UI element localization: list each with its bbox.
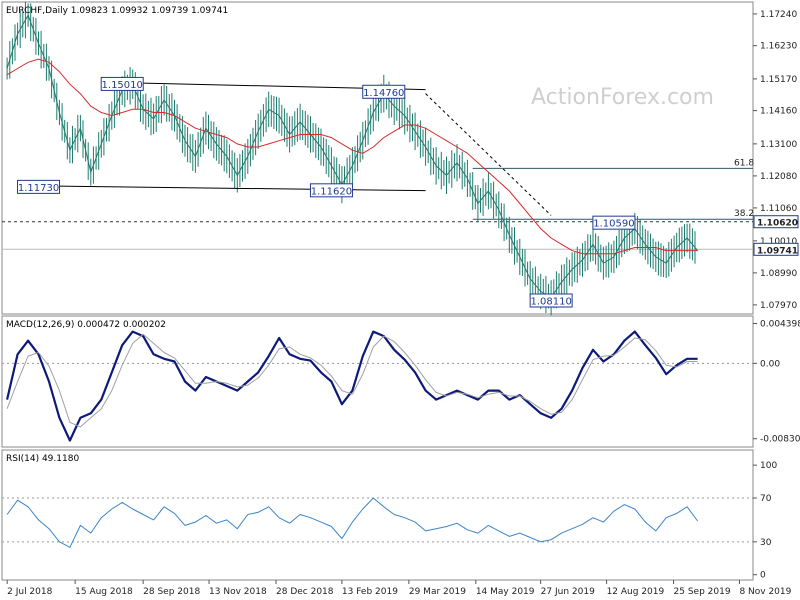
y-tick-label: 1.11060	[760, 204, 797, 214]
x-tick-label: 28 Dec 2018	[276, 587, 334, 597]
macd-panel: 0.004398 0.00 -0.008306	[2, 319, 800, 445]
current-price-box-frame	[753, 242, 799, 256]
rsi-line	[6, 497, 699, 548]
y-tick-label: 70	[760, 494, 772, 504]
annotation-box	[309, 183, 353, 198]
macd-title: MACD(12,26,9) 0.000472 0.000202	[6, 320, 166, 330]
annotation-text: 1.08110	[530, 297, 571, 308]
level-value-box-text: 1.10620	[757, 219, 798, 229]
x-tick-label: 13 Feb 2019	[342, 587, 398, 597]
macd-panel-frame	[1, 315, 754, 448]
y-tick-label: -0.008306	[760, 435, 800, 445]
macd-line	[6, 330, 698, 442]
price-annotation: 1.10590	[592, 215, 636, 230]
signal-line	[6, 333, 698, 428]
x-tick-label: 29 Mar 2019	[409, 587, 466, 597]
x-tick-label: 13 Nov 2018	[209, 587, 267, 597]
x-tick-label: 2 Jul 2018	[7, 587, 52, 597]
x-tick-label: 14 May 2019	[476, 587, 535, 597]
y-tick-label: 1.12080	[760, 172, 797, 182]
x-tick-label: 28 Sep 2018	[143, 587, 200, 597]
y-tick-label: 0.00	[760, 359, 780, 369]
x-tick-label: 25 Sep 2019	[674, 587, 731, 597]
x-axis: 2 Jul 2018 15 Aug 2018 28 Sep 2018 13 Nov 2…	[6, 580, 792, 597]
level-value-box: 1.10620	[753, 215, 799, 229]
price-panel: 61.8 38.2 1.15010 1.11730 1.14760 1.11620 1.10…	[2, 1, 799, 316]
price-annotation: 1.14760	[362, 84, 406, 99]
fib-label: 38.2	[734, 209, 754, 219]
annotation-text: 1.11730	[18, 183, 59, 194]
moving-average-line	[6, 58, 698, 255]
current-price-box-text: 1.09741	[757, 246, 798, 256]
y-tick-label: 1.16230	[760, 42, 797, 52]
x-tick-label: 15 Aug 2018	[75, 587, 133, 597]
y-tick-label: 0	[760, 571, 766, 581]
x-tick-label: 12 Aug 2019	[607, 587, 665, 597]
y-tick-label: 1.17240	[760, 10, 797, 20]
price-title: EURCHF,Daily 1.09823 1.09932 1.09739 1.0…	[6, 6, 228, 16]
rsi-panel: 100 70 30 0	[2, 461, 777, 581]
x-tick-label: 27 Jun 2019	[541, 587, 595, 597]
fib-label: 61.8	[734, 158, 754, 168]
annotation-text: 1.15010	[102, 80, 143, 91]
annotation-box	[362, 84, 406, 99]
y-tick-label: 1.13100	[760, 140, 797, 150]
y-tick-label: 100	[760, 461, 777, 471]
price-annotation: 1.15010	[100, 76, 144, 91]
current-price-box: 1.09741	[753, 242, 799, 256]
y-tick-label: 1.10010	[760, 237, 797, 247]
price-annotation: 1.11730	[17, 179, 61, 194]
annotation-box	[529, 293, 573, 308]
channel-trendline-0	[38, 185, 426, 192]
annotation-text: 1.10590	[593, 219, 634, 230]
x-tick-label: 8 Nov 2019	[739, 587, 791, 597]
annotation-box	[17, 179, 61, 194]
y-tick-label: 0.004398	[760, 319, 800, 329]
rsi-panel-frame	[1, 449, 754, 581]
y-tick-label: 30	[760, 538, 772, 548]
price-panel-frame	[1, 1, 754, 315]
annotation-box	[100, 76, 144, 91]
y-tick-label: 1.07970	[760, 301, 797, 311]
rsi-title: RSI(14) 49.1180	[6, 454, 79, 464]
level-value-box-frame	[753, 215, 799, 229]
y-tick-label: 1.15170	[760, 75, 797, 85]
annotation-box	[592, 215, 636, 230]
annotation-text: 1.11620	[311, 186, 352, 197]
annotation-text: 1.14760	[363, 88, 404, 99]
price-annotation: 1.08110	[529, 293, 573, 308]
y-tick-label: 1.08990	[760, 269, 797, 279]
watermark: ActionForex.com	[531, 85, 714, 110]
y-tick-label: 1.14160	[760, 107, 797, 117]
dashed-downtrend-line	[425, 93, 552, 216]
price-annotation: 1.11620	[309, 183, 353, 198]
